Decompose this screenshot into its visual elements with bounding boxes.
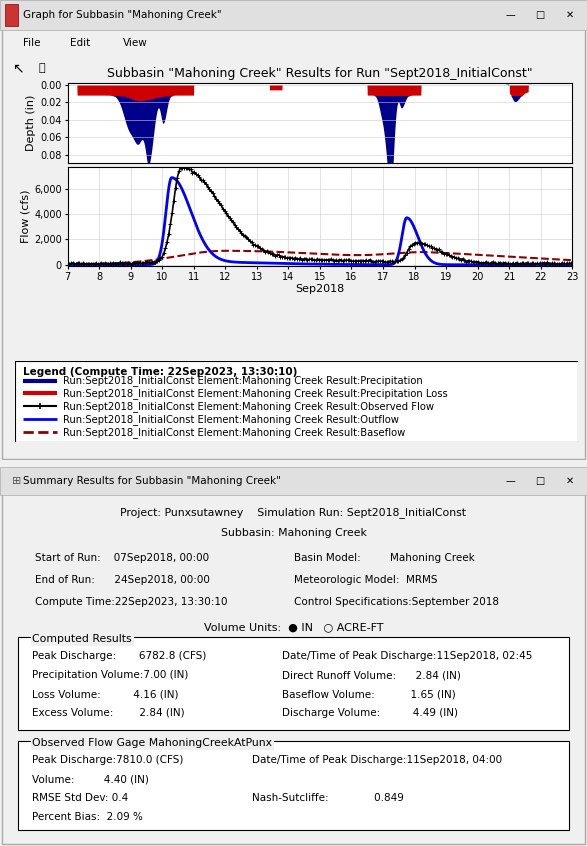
Bar: [18, 741, 569, 831]
Text: End of Run:      24Sep2018, 00:00: End of Run: 24Sep2018, 00:00: [35, 575, 210, 585]
Text: ✕: ✕: [565, 476, 573, 486]
Text: Edit: Edit: [70, 37, 90, 47]
Text: Direct Runoff Volume:      2.84 (IN): Direct Runoff Volume: 2.84 (IN): [282, 670, 461, 680]
Text: Baseflow Volume:           1.65 (IN): Baseflow Volume: 1.65 (IN): [282, 689, 456, 699]
Text: Peak Discharge:       6782.8 (CFS): Peak Discharge: 6782.8 (CFS): [32, 651, 207, 661]
Text: Graph for Subbasin "Mahoning Creek": Graph for Subbasin "Mahoning Creek": [23, 10, 222, 20]
Text: Start of Run:    07Sep2018, 00:00: Start of Run: 07Sep2018, 00:00: [35, 553, 210, 563]
Bar: [0, 30, 587, 55]
Text: □: □: [535, 476, 545, 486]
Text: Date/Time of Peak Discharge:11Sep2018, 02:45: Date/Time of Peak Discharge:11Sep2018, 0…: [282, 651, 532, 661]
Text: Control Specifications:September 2018: Control Specifications:September 2018: [294, 597, 498, 607]
Bar: [0, 55, 587, 80]
Text: —: —: [506, 10, 515, 20]
Text: —: —: [506, 476, 515, 486]
Text: □: □: [535, 10, 545, 20]
Text: ↖: ↖: [12, 61, 23, 75]
Text: Volume:         4.40 (IN): Volume: 4.40 (IN): [32, 774, 149, 784]
Text: Nash-Sutcliffe:              0.849: Nash-Sutcliffe: 0.849: [252, 794, 404, 803]
X-axis label: Sep2018: Sep2018: [295, 284, 345, 294]
Text: Run:Sept2018_InitialConst Element:Mahoning Creek Result:Precipitation Loss: Run:Sept2018_InitialConst Element:Mahoni…: [63, 388, 447, 399]
Text: Legend (Compute Time: 22Sep2023, 13:30:10): Legend (Compute Time: 22Sep2023, 13:30:1…: [23, 367, 298, 377]
Text: Run:Sept2018_InitialConst Element:Mahoning Creek Result:Baseflow: Run:Sept2018_InitialConst Element:Mahoni…: [63, 426, 405, 437]
Text: 🔍: 🔍: [38, 63, 45, 73]
Bar: [18, 637, 569, 730]
Text: Computed Results: Computed Results: [32, 634, 132, 644]
Bar: [0, 467, 587, 496]
Text: View: View: [123, 37, 148, 47]
Text: Summary Results for Subbasin "Mahoning Creek": Summary Results for Subbasin "Mahoning C…: [23, 476, 281, 486]
Text: Volume Units:  ● IN   ○ ACRE-FT: Volume Units: ● IN ○ ACRE-FT: [204, 623, 383, 633]
Text: Basin Model:         Mahoning Creek: Basin Model: Mahoning Creek: [294, 553, 474, 563]
Title: Subbasin "Mahoning Creek" Results for Run "Sept2018_InitialConst": Subbasin "Mahoning Creek" Results for Ru…: [107, 68, 533, 80]
Text: Run:Sept2018_InitialConst Element:Mahoning Creek Result:Observed Flow: Run:Sept2018_InitialConst Element:Mahoni…: [63, 401, 434, 412]
Text: Observed Flow Gage MahoningCreekAtPunx: Observed Flow Gage MahoningCreekAtPunx: [32, 739, 272, 749]
Text: Meteorologic Model:  MRMS: Meteorologic Model: MRMS: [294, 575, 437, 585]
Text: Subbasin: Mahoning Creek: Subbasin: Mahoning Creek: [221, 528, 366, 538]
Text: Precipitation Volume:7.00 (IN): Precipitation Volume:7.00 (IN): [32, 670, 188, 680]
Text: ⊞: ⊞: [12, 476, 21, 486]
Text: ✕: ✕: [565, 10, 573, 20]
Text: File: File: [23, 37, 41, 47]
Text: Loss Volume:          4.16 (IN): Loss Volume: 4.16 (IN): [32, 689, 179, 699]
Text: Run:Sept2018_InitialConst Element:Mahoning Creek Result:Outflow: Run:Sept2018_InitialConst Element:Mahoni…: [63, 414, 399, 425]
Text: Compute Time:22Sep2023, 13:30:10: Compute Time:22Sep2023, 13:30:10: [35, 597, 228, 607]
Text: Discharge Volume:          4.49 (IN): Discharge Volume: 4.49 (IN): [282, 708, 458, 718]
Text: Date/Time of Peak Discharge:11Sep2018, 04:00: Date/Time of Peak Discharge:11Sep2018, 0…: [252, 755, 502, 766]
Bar: [0, 0, 587, 30]
Text: Percent Bias:  2.09 %: Percent Bias: 2.09 %: [32, 812, 143, 822]
Text: RMSE Std Dev: 0.4: RMSE Std Dev: 0.4: [32, 794, 129, 803]
Text: Project: Punxsutawney    Simulation Run: Sept2018_InitialConst: Project: Punxsutawney Simulation Run: Se…: [120, 507, 467, 518]
Y-axis label: Flow (cfs): Flow (cfs): [20, 190, 30, 244]
Bar: [5, 3, 18, 26]
Text: Run:Sept2018_InitialConst Element:Mahoning Creek Result:Precipitation: Run:Sept2018_InitialConst Element:Mahoni…: [63, 375, 422, 386]
Y-axis label: Depth (in): Depth (in): [26, 95, 36, 151]
Text: Excess Volume:        2.84 (IN): Excess Volume: 2.84 (IN): [32, 708, 185, 718]
Text: Peak Discharge:7810.0 (CFS): Peak Discharge:7810.0 (CFS): [32, 755, 184, 766]
